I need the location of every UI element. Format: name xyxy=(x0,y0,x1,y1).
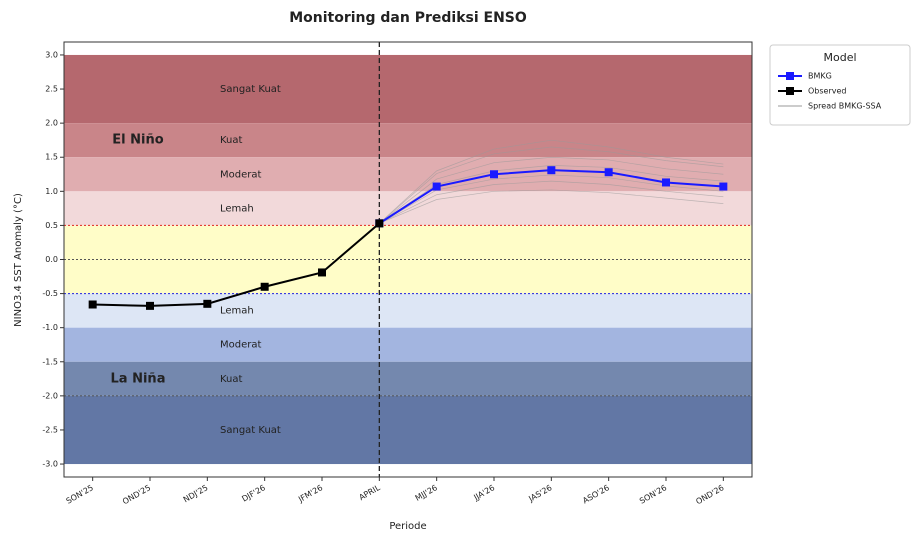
y-tick-label: -3.0 xyxy=(42,460,58,469)
chart-title: Monitoring dan Prediksi ENSO xyxy=(289,10,527,26)
point-marker xyxy=(88,300,97,309)
region-label: El Niño xyxy=(112,133,163,148)
band-label: Kuat xyxy=(220,135,243,146)
y-tick-label: 3.0 xyxy=(45,50,58,59)
intensity-band xyxy=(64,54,752,124)
x-tick-label: MJJ'26 xyxy=(414,483,439,503)
region-label: La Niña xyxy=(111,371,166,386)
legend-marker xyxy=(786,72,794,80)
x-tick-label: SON'25 xyxy=(65,483,95,506)
y-axis-label: NINO3.4 SST Anomaly (°C) xyxy=(13,193,24,327)
point-marker xyxy=(662,178,670,187)
x-tick-label: OND'26 xyxy=(694,483,725,506)
intensity-band xyxy=(64,361,752,396)
band-label: Lemah xyxy=(220,203,254,214)
band-label: Kuat xyxy=(220,374,243,385)
x-tick-label: SON'26 xyxy=(638,483,668,506)
intensity-band xyxy=(64,395,752,465)
x-tick-label: JFM'26 xyxy=(296,483,324,504)
point-marker xyxy=(375,219,384,228)
legend-label: Observed xyxy=(808,87,847,96)
x-tick-label: ASO'26 xyxy=(581,483,611,505)
spread-line xyxy=(379,139,724,224)
y-tick-label: 1.0 xyxy=(45,187,58,196)
point-marker xyxy=(547,166,556,175)
point-marker xyxy=(203,299,212,308)
x-axis-label: Periode xyxy=(389,521,426,532)
legend-label: BMKG xyxy=(808,72,832,81)
y-tick-label: -2.0 xyxy=(42,391,58,400)
point-marker xyxy=(604,168,613,177)
series-line xyxy=(92,222,380,307)
point-marker xyxy=(146,301,154,310)
plot-frame xyxy=(63,41,753,478)
band-label: Sangat Kuat xyxy=(220,425,281,436)
legend-title: Model xyxy=(823,51,856,64)
intensity-band xyxy=(64,157,752,192)
band-label: Moderat xyxy=(220,169,261,180)
legend-label: Spread BMKG-SSA xyxy=(808,102,882,111)
legend-marker xyxy=(786,87,794,95)
x-tick-label: JAS'26 xyxy=(526,483,553,504)
y-tick-label: 2.5 xyxy=(45,85,58,94)
y-tick-label: 2.0 xyxy=(45,119,58,128)
point-marker xyxy=(719,182,728,191)
spread-line xyxy=(379,180,724,224)
x-tick-label: NDJ'25 xyxy=(182,483,210,504)
intensity-band xyxy=(64,293,752,328)
y-tick-label: 0.0 xyxy=(45,255,58,264)
y-tick-label: 0.5 xyxy=(45,221,58,230)
band-label: Sangat Kuat xyxy=(220,84,281,95)
y-tick-label: 1.5 xyxy=(45,153,58,162)
y-tick-label: -2.5 xyxy=(42,425,58,434)
point-marker xyxy=(490,170,498,179)
point-marker xyxy=(432,182,441,191)
intensity-band xyxy=(64,123,752,158)
band-label: Lemah xyxy=(220,306,254,317)
point-marker xyxy=(318,268,326,277)
spread-line xyxy=(379,156,724,224)
y-tick-label: -1.5 xyxy=(42,357,58,366)
legend-box xyxy=(769,44,911,126)
spread-line xyxy=(379,189,724,224)
y-tick-label: -0.5 xyxy=(42,289,58,298)
intensity-band xyxy=(64,327,752,362)
spread-line xyxy=(379,146,724,224)
point-marker xyxy=(260,282,269,291)
band-label: Moderat xyxy=(220,340,261,351)
x-tick-label: OND'25 xyxy=(121,483,152,506)
y-tick-label: -1.0 xyxy=(42,323,58,332)
x-tick-label: APRIL xyxy=(357,483,382,502)
x-tick-label: JJA'26 xyxy=(471,483,496,503)
x-tick-label: DJF'26 xyxy=(240,483,267,504)
